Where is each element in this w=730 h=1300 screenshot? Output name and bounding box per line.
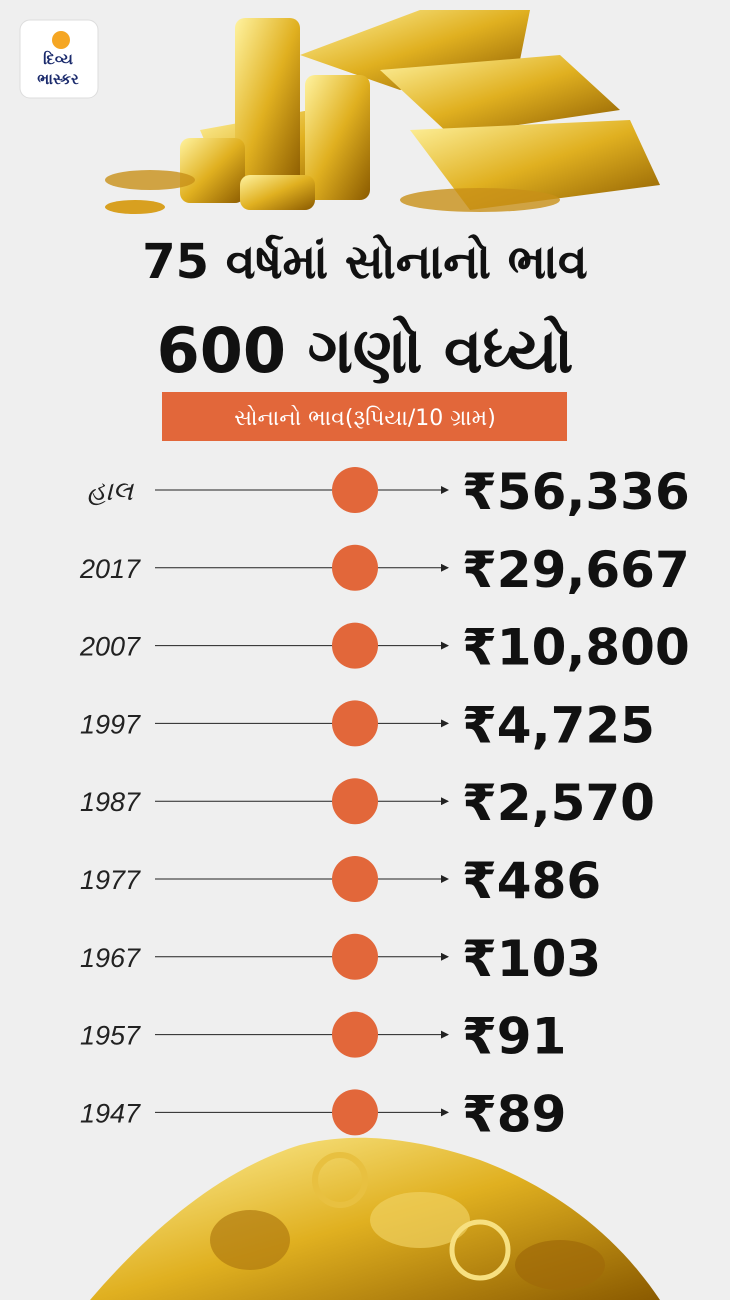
rows: હાલ ₹56,336 2017 ₹29,667 2007 ₹10,800 1997 ₹4,7…	[79, 463, 690, 1143]
dot	[332, 933, 378, 980]
row-label: હાલ	[87, 476, 135, 506]
row-value: ₹103	[462, 930, 601, 988]
row-value: ₹56,336	[462, 463, 690, 521]
row-value: ₹89	[462, 1085, 566, 1143]
dot	[332, 1011, 378, 1058]
dot	[332, 700, 378, 747]
row-value: ₹29,667	[462, 541, 690, 599]
row-value: ₹2,570	[462, 774, 655, 832]
row-value: ₹486	[462, 852, 601, 910]
title-line1: 75 વર્ષમાં સોનાનો ભાવ	[142, 234, 588, 290]
row-label: 1987	[80, 787, 141, 817]
dot	[332, 544, 378, 591]
subtitle: સોનાનો ભાવ(રૂપિયા/10 ગ્રામ)	[234, 405, 496, 431]
dot	[332, 778, 378, 825]
row-value: ₹10,800	[462, 619, 690, 677]
logo-line2: ભાસ્કર	[37, 70, 79, 88]
row-value: ₹91	[462, 1008, 566, 1066]
dot	[332, 856, 378, 902]
row-label: 1947	[80, 1098, 141, 1128]
subtitle-banner	[162, 392, 567, 441]
row-label: 1977	[80, 865, 141, 895]
row-label: 2017	[79, 554, 141, 584]
logo-line1: દિવ્ય	[43, 50, 73, 68]
logo[interactable]: દિવ્ય ભાસ્કર	[19, 19, 99, 99]
title-line2: 600 ગણો વધ્યો	[157, 314, 574, 387]
dot	[332, 467, 378, 513]
row-value: ₹4,725	[462, 696, 655, 754]
dot	[332, 1089, 378, 1136]
row-label: 2007	[79, 632, 141, 662]
jewelry-image	[90, 1137, 660, 1300]
gold-bars-image	[105, 10, 660, 214]
dot	[332, 622, 378, 669]
row-label: 1957	[80, 1021, 141, 1051]
row-label: 1997	[80, 709, 141, 739]
row-label: 1967	[80, 943, 141, 973]
